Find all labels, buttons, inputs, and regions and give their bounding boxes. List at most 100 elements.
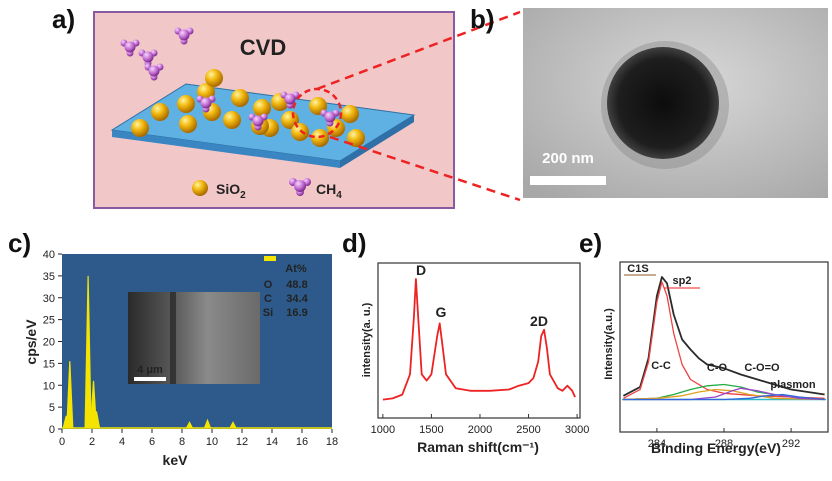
sem-scale-label: 4 μm — [137, 364, 163, 376]
xps-plot-area — [619, 261, 829, 433]
eds-xtick-label: 2 — [89, 436, 95, 448]
eds-table-element: O — [264, 279, 273, 291]
raman-xtick-label: 2000 — [468, 424, 492, 436]
panel-a-label: a) — [52, 4, 75, 34]
raman-peak-label-d: D — [416, 262, 426, 278]
panel-d-label: d) — [342, 228, 367, 258]
schematic-legend: SiO2 CH4 — [192, 178, 342, 201]
eds-ytick-label: 40 — [43, 249, 55, 261]
sio2-sphere — [179, 115, 197, 133]
tem-sphere — [607, 47, 719, 159]
sem-inset-edge — [170, 292, 176, 384]
eds-xtick-label: 10 — [206, 436, 218, 448]
tem-scale-bar — [530, 176, 606, 185]
cvd-title: CVD — [240, 35, 286, 60]
eds-xtick-label: 8 — [179, 436, 185, 448]
ch4-molecule — [280, 91, 300, 109]
xps-anno-coo: C-O=O — [744, 362, 780, 374]
xps-anno-co: C-O — [707, 362, 728, 374]
panel-b-label: b) — [470, 4, 495, 34]
raman-ylabel: intensity(a. u.) — [361, 302, 373, 377]
panel-c-label: c) — [8, 228, 31, 258]
ch4-legend-icon — [289, 178, 311, 196]
xps-coo-line — [623, 387, 825, 401]
eds-xtick-label: 6 — [149, 436, 155, 448]
sio2-legend-icon — [192, 180, 208, 196]
sem-scale-bar — [134, 377, 166, 381]
eds-peak — [203, 418, 212, 429]
sio2-sphere — [231, 89, 249, 107]
eds-peak — [89, 380, 98, 429]
eds-peak — [92, 411, 101, 429]
eds-ytick-label: 10 — [43, 380, 55, 392]
ch4-molecule — [196, 95, 216, 113]
raman-xlabel: Raman shift(cm⁻¹) — [417, 439, 539, 455]
xps-anno-plasmon: plasmon — [770, 379, 816, 391]
xps-plasmon-line — [623, 393, 825, 401]
xps-xtick-label: 292 — [782, 438, 800, 450]
sio2-sphere — [151, 103, 169, 121]
eds-chart: 0 5 10 15 20 25 30 35 40 0 2 4 6 8 10 12 14 16 18 keV cps/eV… — [23, 249, 338, 468]
sio2-sphere — [177, 95, 195, 113]
eds-xtick-label: 14 — [266, 436, 278, 448]
xps-chart: 284 288 292 C1S sp2 C-C C-O C-O=O plasmon Binding… — [603, 261, 829, 456]
raman-xtick-label: 3000 — [565, 424, 589, 436]
xps-co-line — [623, 388, 825, 401]
sio2-sphere — [253, 99, 271, 117]
raman-series-line — [382, 278, 576, 401]
xps-xtick-label: 288 — [715, 438, 733, 450]
sio2-sphere — [223, 111, 241, 129]
sio2-sphere — [281, 111, 299, 129]
panel-e-label: e) — [579, 228, 602, 258]
sio2-sphere — [341, 105, 359, 123]
ch4-molecule — [138, 49, 158, 67]
ch4-molecule — [320, 109, 340, 127]
eds-xtick-label: 4 — [119, 436, 125, 448]
xps-xtick-label: 284 — [648, 438, 666, 450]
sio2-legend-label: SiO2 — [216, 181, 246, 201]
sio2-sphere — [205, 69, 223, 87]
sem-inset — [128, 292, 260, 384]
tem-scale-label: 200 nm — [542, 150, 594, 167]
eds-xtick-label: 0 — [59, 436, 65, 448]
xps-anno-cc: C-C — [651, 360, 671, 372]
eds-peak — [185, 421, 194, 429]
ch4-molecule — [144, 63, 164, 81]
eds-table-value: 48.8 — [286, 279, 307, 291]
ch4-molecule — [248, 113, 268, 131]
raman-peak-label-2d: 2D — [530, 313, 548, 329]
eds-xtick-label: 18 — [326, 436, 338, 448]
ch4-legend-label: CH4 — [316, 181, 342, 201]
eds-peak — [66, 361, 74, 429]
eds-xtick-label: 16 — [296, 436, 308, 448]
eds-table-swatch — [264, 256, 276, 261]
eds-ytick-label: 25 — [43, 315, 55, 327]
xps-envelope-line — [622, 276, 825, 397]
raman-plot-area — [377, 262, 581, 419]
zoom-line-top — [316, 10, 521, 91]
sio2-sphere — [291, 123, 309, 141]
eds-ytick-label: 0 — [49, 424, 55, 436]
eds-table-header: At% — [285, 263, 307, 275]
eds-table-element: Si — [263, 307, 273, 319]
eds-table-element: C — [264, 293, 272, 305]
eds-ytick-label: 20 — [43, 337, 55, 349]
ch4-molecules — [120, 27, 340, 131]
raman-xtick-label: 1000 — [371, 424, 395, 436]
sio2-spheres — [131, 69, 365, 147]
eds-table-value: 16.9 — [286, 307, 307, 319]
eds-table-value: 34.4 — [286, 293, 308, 305]
zoom-line-bottom — [329, 135, 521, 202]
raman-peak-label-g: G — [436, 304, 447, 320]
xps-ylabel: Intensity(a.u.) — [603, 308, 615, 380]
sio2-sphere — [347, 129, 365, 147]
eds-peak — [229, 421, 237, 429]
xps-anno-c1s: C1S — [627, 263, 648, 275]
ch4-molecule — [174, 27, 194, 45]
eds-ytick-label: 5 — [49, 402, 55, 414]
eds-ytick-label: 35 — [43, 271, 55, 283]
xps-anno-sp2: sp2 — [673, 275, 692, 287]
eds-ytick-label: 30 — [43, 293, 55, 305]
xps-xlabel: Binding Energy(eV) — [651, 440, 781, 456]
raman-xtick-label: 1500 — [419, 424, 443, 436]
